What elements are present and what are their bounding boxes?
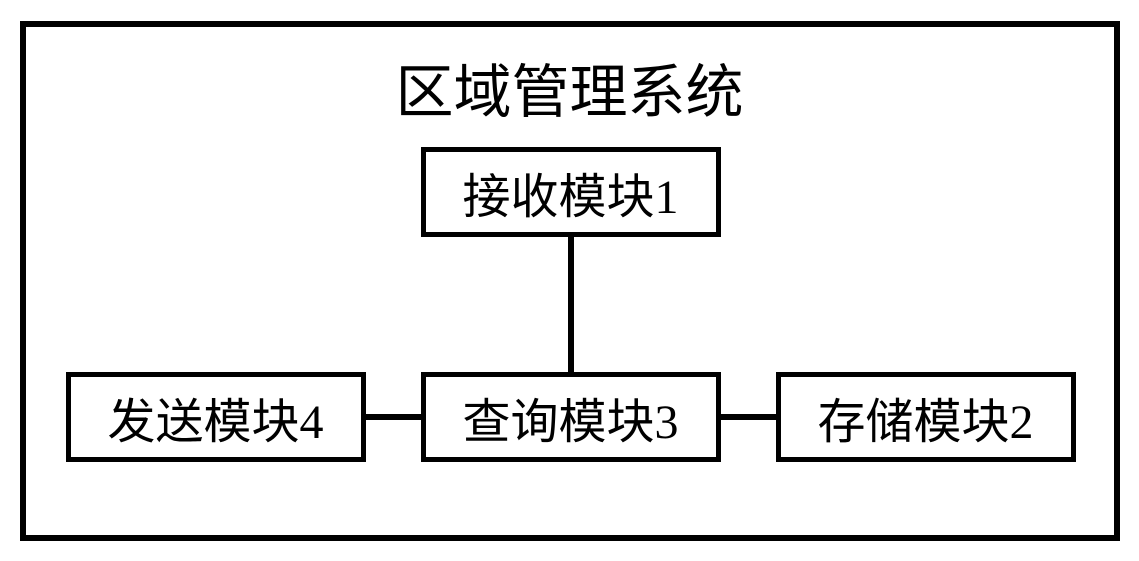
edge-receive-query xyxy=(568,237,574,372)
node-storage-module: 存储模块2 xyxy=(776,372,1076,462)
node-receive-label: 接收模块1 xyxy=(462,157,678,227)
node-query-label: 查询模块3 xyxy=(462,382,678,452)
node-storage-label: 存储模块2 xyxy=(817,382,1033,452)
node-send-label: 发送模块4 xyxy=(107,382,323,452)
diagram-title: 区域管理系统 xyxy=(26,45,1114,129)
node-send-module: 发送模块4 xyxy=(66,372,366,462)
diagram-outer-box: 区域管理系统 接收模块1 发送模块4 查询模块3 存储模块2 xyxy=(20,21,1120,541)
edge-send-query xyxy=(366,414,421,420)
edge-query-storage xyxy=(721,414,776,420)
node-query-module: 查询模块3 xyxy=(421,372,721,462)
node-receive-module: 接收模块1 xyxy=(421,147,721,237)
